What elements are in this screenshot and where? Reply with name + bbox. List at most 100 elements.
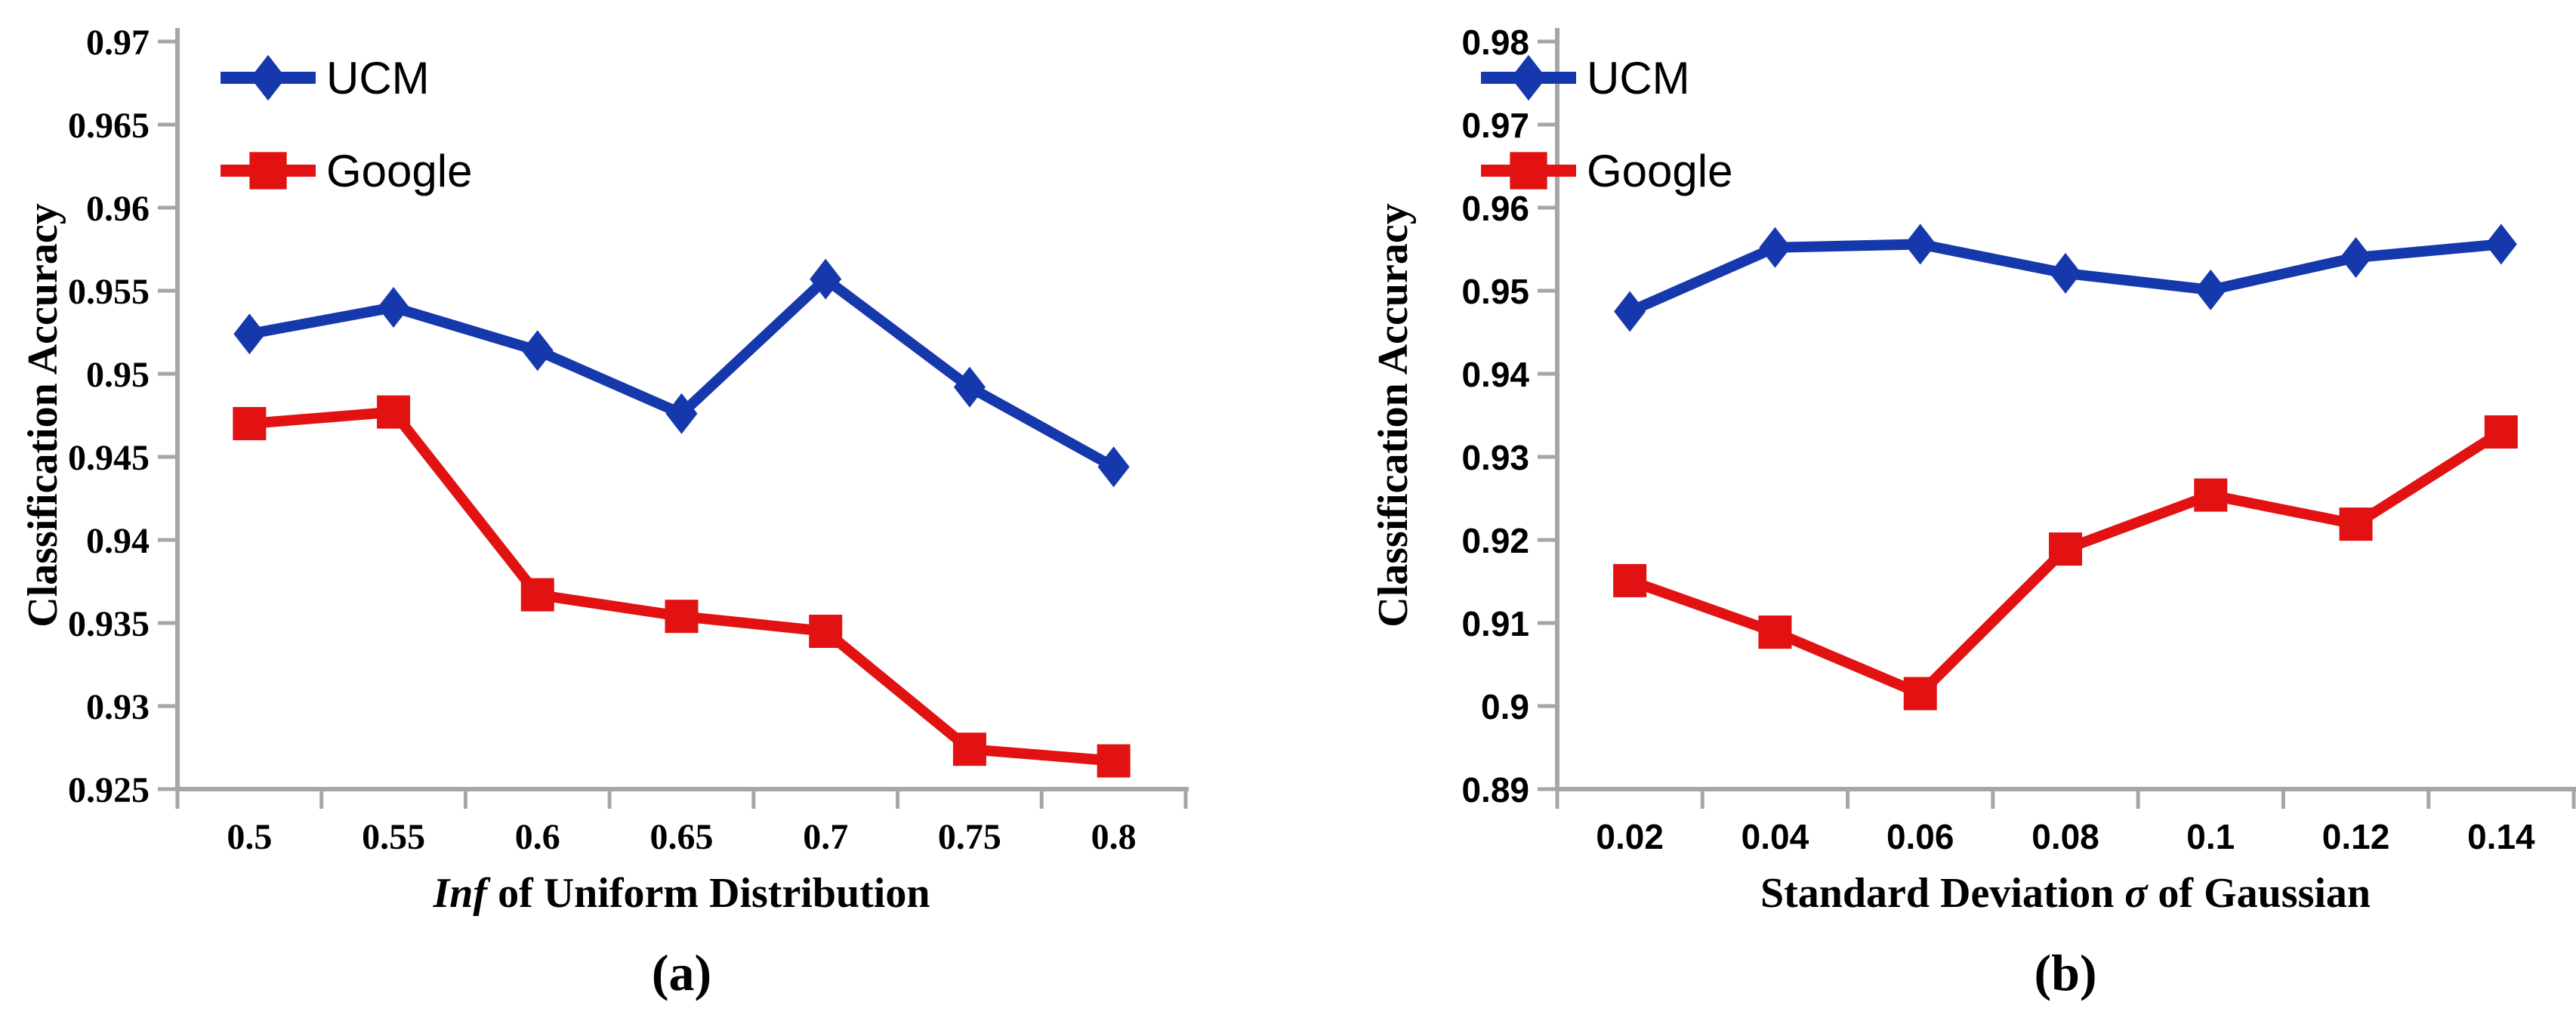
x-tick-label: 0.6 (515, 817, 560, 857)
legend-diamond-icon (1510, 54, 1547, 101)
chart-b-x-axis-title: Standard Deviation σ of Gaussian (1557, 867, 2574, 920)
x-tick-label: 0.5 (227, 817, 272, 857)
series-google-point-0.14 (2484, 415, 2518, 449)
chart-a-y-axis-title: Classification Accuracy (20, 203, 66, 628)
series-google (233, 395, 1131, 778)
y-tick-label: 0.96 (1461, 189, 1529, 228)
x-tick-label: 0.65 (650, 817, 714, 857)
y-tick-label: 0.94 (86, 521, 150, 561)
legend-label: UCM (1587, 53, 1690, 103)
series-ucm-point-0.1 (2195, 269, 2227, 310)
y-tick-label: 0.955 (68, 272, 150, 312)
chart-a-x-axis-title: Inf of Uniform Distribution (177, 867, 1186, 920)
chart-b-plot-area: 0.980.970.960.950.940.930.920.910.90.890… (1461, 23, 2576, 856)
chart-b-x-tick-labels: 0.02 0.04 0.06 0.08 0.1 0.12 0.14 (1555, 789, 2576, 856)
x-tick-label: 0.7 (803, 817, 848, 857)
y-tick-label: 0.97 (86, 23, 150, 63)
legend-item-ucm: UCM (1481, 53, 1690, 103)
series-ucm (233, 258, 1130, 488)
series-ucm (1614, 224, 2517, 332)
y-tick-label: 0.96 (86, 189, 150, 229)
series-google-point-0.7 (809, 615, 843, 648)
x-tick-label: 0.8 (1091, 817, 1137, 857)
x-tick-label: 0.12 (2322, 817, 2390, 856)
panel-label-a: (a) (651, 944, 712, 1001)
series-ucm-point-0.04 (1759, 227, 1791, 268)
series-ucm-point-0.75 (953, 366, 986, 408)
chart-a-axes (175, 28, 1189, 791)
y-tick-label: 0.92 (1461, 521, 1529, 560)
legend-label: Google (326, 146, 472, 196)
series-google-point-0.55 (377, 395, 411, 429)
series-ucm-point-0.6 (521, 330, 554, 372)
chart-a-y-tick-labels: 0.97 0.965 0.96 0.955 0.95 0.945 0.94 0.935 0.93… (68, 23, 177, 810)
series-google-point-0.5 (233, 407, 267, 440)
series-google-point-0.02 (1613, 563, 1647, 597)
series-google-point-0.6 (520, 578, 554, 612)
series-google-point-0.1 (2194, 478, 2228, 512)
x-tick-label: 0.04 (1741, 817, 1809, 856)
chart-b-y-axis-title: Classification Accuracy (1370, 203, 1417, 628)
series-google-point-0.04 (1758, 615, 1792, 649)
series-google-point-0.12 (2339, 507, 2373, 541)
legend-square-icon (1510, 152, 1547, 190)
chart-b-x-title-italic: σ (2124, 870, 2148, 917)
x-tick-label: 0.55 (362, 817, 425, 857)
x-tick-label: 0.02 (1596, 817, 1664, 856)
y-tick-label: 0.95 (1461, 272, 1529, 311)
chart-b-y-tick-labels: 0.98 0.97 0.96 0.95 0.94 0.93 0.92 0.91 0.9 0.89 (1461, 23, 1557, 810)
series-google-point-0.06 (1903, 677, 1937, 711)
y-tick-label: 0.93 (86, 687, 150, 727)
y-tick-label: 0.9 (1481, 687, 1529, 726)
series-ucm-point-0.8 (1097, 446, 1130, 488)
chart-a-x-tick-labels: 0.5 0.55 0.6 0.65 0.7 0.75 0.8 (175, 789, 1188, 857)
legend-diamond-icon (250, 54, 286, 101)
x-tick-label: 0.14 (2467, 817, 2535, 856)
series-ucm-point-0.02 (1614, 291, 1646, 332)
x-tick-label: 0.75 (938, 817, 1001, 857)
series-ucm-point-0.7 (810, 258, 842, 300)
legend-item-google: Google (1481, 146, 1732, 196)
legend-item-google: Google (221, 146, 472, 196)
series-google-point-0.08 (2049, 532, 2082, 566)
series-ucm-point-0.65 (665, 393, 698, 434)
chart-b-legend: UCM Google (1481, 53, 1732, 196)
y-tick-label: 0.945 (68, 438, 150, 478)
chart-b-x-title-post: of Gaussian (2147, 870, 2371, 917)
chart-b-axes (1555, 28, 2576, 791)
x-tick-label: 0.08 (2031, 817, 2099, 856)
y-tick-label: 0.965 (68, 106, 150, 146)
series-google-point-0.65 (665, 600, 699, 634)
y-tick-label: 0.98 (1461, 23, 1529, 62)
panel-label-b: (b) (2034, 944, 2097, 1001)
chart-a-plot-area: 0.97 0.965 0.96 0.955 0.95 0.945 0.94 0.935 0.93… (68, 23, 1189, 857)
y-tick-label: 0.89 (1461, 770, 1529, 810)
chart-a-legend: UCM Google (221, 53, 472, 196)
series-google (1613, 415, 2518, 711)
series-ucm-point-0.12 (2340, 237, 2372, 278)
legend-item-ucm: UCM (221, 53, 430, 103)
series-ucm-point-0.06 (1904, 224, 1936, 265)
chart-a-x-title-post: of Uniform Distribution (487, 870, 930, 917)
chart-b-x-title-pre: Standard Deviation (1760, 870, 2125, 917)
chart-a-x-title-italic: Inf (433, 870, 488, 917)
series-ucm-point-0.14 (2485, 224, 2517, 265)
series-google-point-0.75 (952, 732, 986, 766)
series-google-line (244, 406, 1119, 766)
y-tick-label: 0.935 (68, 604, 150, 644)
series-ucm-point-0.08 (2050, 252, 2081, 294)
legend-square-icon (249, 152, 287, 190)
legend-label: UCM (326, 53, 430, 103)
x-tick-label: 0.1 (2186, 817, 2235, 856)
y-tick-label: 0.94 (1461, 355, 1529, 394)
series-ucm-point-0.55 (378, 287, 410, 328)
y-tick-label: 0.925 (68, 770, 150, 810)
y-tick-label: 0.91 (1461, 604, 1529, 643)
legend-label: Google (1587, 146, 1732, 196)
y-tick-label: 0.93 (1461, 438, 1529, 477)
series-ucm-point-0.5 (233, 313, 266, 355)
y-tick-label: 0.97 (1461, 106, 1529, 145)
y-tick-label: 0.95 (86, 355, 150, 395)
series-google-point-0.8 (1097, 744, 1131, 778)
